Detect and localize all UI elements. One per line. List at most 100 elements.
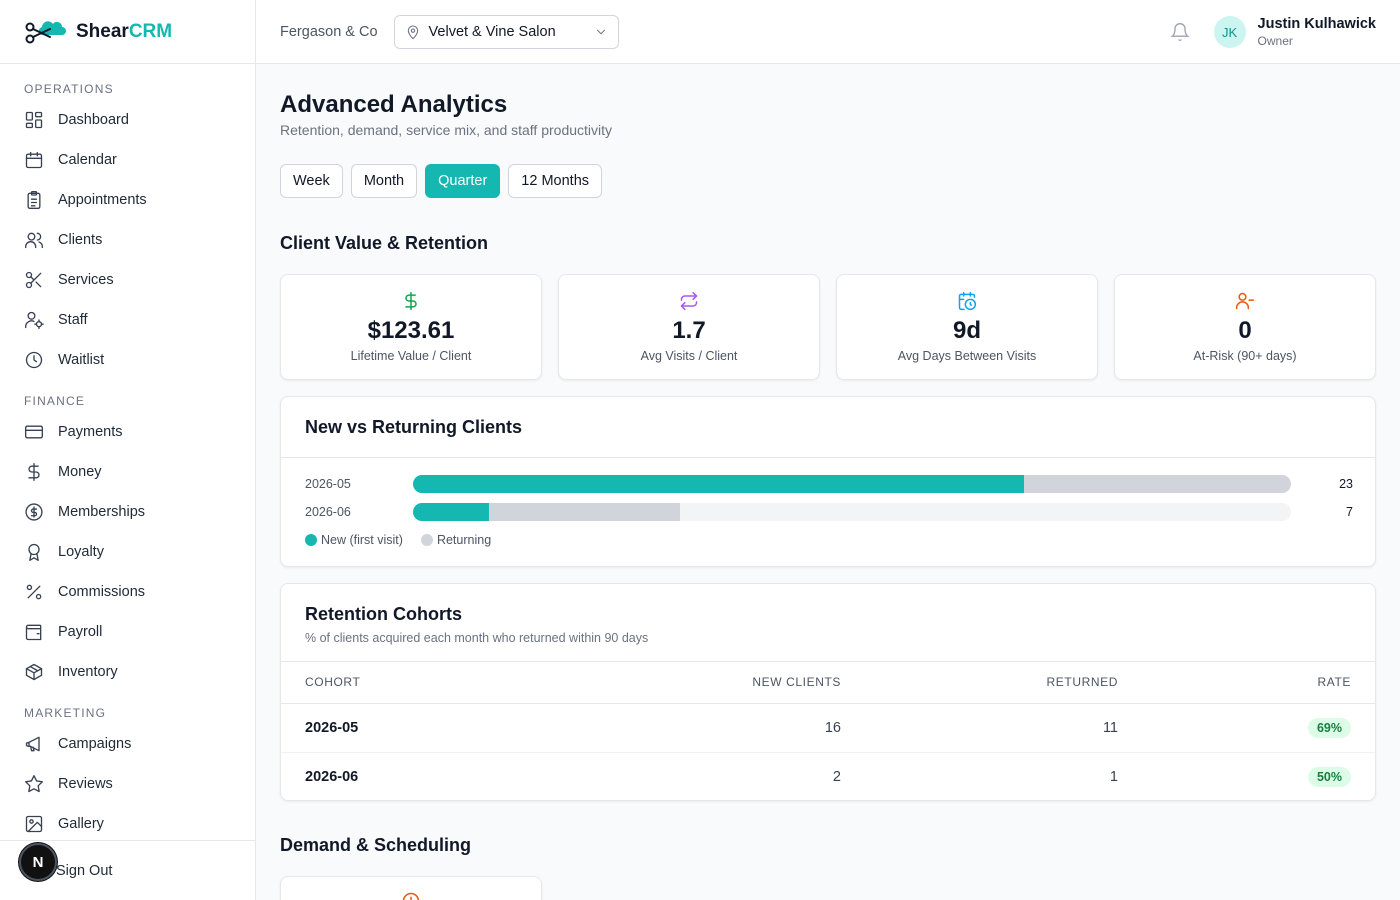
period-week-button[interactable]: Week (280, 164, 343, 198)
kpi-card: $123.61 Lifetime Value / Client (280, 274, 542, 380)
bar-track (413, 503, 1291, 521)
dev-tools-badge[interactable]: N (19, 843, 57, 881)
sidebar-item-money[interactable]: Money (0, 452, 255, 492)
column-header-returned[interactable]: RETURNED (841, 662, 1118, 704)
notifications-button[interactable] (1169, 22, 1190, 42)
period-month-button[interactable]: Month (350, 164, 418, 198)
package-icon (25, 663, 43, 681)
kpi-value: 1.7 (672, 317, 706, 344)
badge-dollar-icon (25, 503, 43, 521)
sidebar-item-campaigns[interactable]: Campaigns (0, 724, 255, 764)
bar-row: 2026-06 7 (305, 502, 1353, 522)
bar-total-count: 23 (1339, 477, 1353, 491)
sidebar-item-label: Reviews (58, 776, 113, 792)
bar-month-label: 2026-06 (305, 505, 351, 519)
bar-total-count: 7 (1346, 505, 1353, 519)
megaphone-icon (25, 736, 40, 752)
nav-section-title: OPERATIONS (24, 82, 114, 96)
calendar-icon (25, 151, 43, 169)
new-clients-cell: 16 (581, 703, 841, 753)
kpi-card: 9d Avg Days Between Visits (836, 274, 1098, 380)
user-info[interactable]: Justin Kulhawick Owner (1258, 16, 1376, 48)
bell-icon (1169, 23, 1190, 42)
column-header-rate[interactable]: RATE (1118, 662, 1375, 704)
sidebar-item-loyalty[interactable]: Loyalty (0, 532, 255, 572)
rate-badge: 69% (1307, 717, 1351, 738)
dollar-icon (28, 463, 40, 481)
page-title: Advanced Analytics (280, 91, 508, 118)
section-title-demand: Demand & Scheduling (280, 835, 472, 855)
clock-icon (402, 892, 420, 900)
sidebar-item-label: Inventory (58, 664, 118, 680)
sidebar-item-commissions[interactable]: Commissions (0, 572, 255, 612)
scissors-cloud-logo-icon (25, 20, 66, 43)
card-title: Retention Cohorts (305, 604, 462, 624)
sign-out-label: Sign Out (56, 862, 113, 879)
kpi-value: 0 (1238, 317, 1252, 344)
sidebar-item-clients[interactable]: Clients (0, 220, 255, 260)
kpi-label: Avg Visits / Client (640, 349, 738, 363)
sidebar-item-payroll[interactable]: Payroll (0, 612, 255, 652)
calendar-clock-icon (958, 291, 977, 311)
rate-cell: 69% (1118, 703, 1375, 753)
bar-track (413, 475, 1291, 493)
sidebar-item-waitlist[interactable]: Waitlist (0, 340, 255, 380)
sidebar-item-inventory[interactable]: Inventory (0, 652, 255, 692)
nav-section-title: MARKETING (24, 706, 107, 720)
sidebar-item-memberships[interactable]: Memberships (0, 492, 255, 532)
table-header-row: COHORT NEW CLIENTS RETURNED RATE (281, 662, 1375, 704)
dollar-icon (405, 291, 417, 311)
location-select[interactable]: Velvet & Vine Salon (393, 14, 619, 49)
card-subtitle: % of clients acquired each month who ret… (305, 631, 649, 645)
map-pin-icon (407, 25, 418, 39)
percent-icon (26, 584, 42, 600)
column-header-new-clients[interactable]: NEW CLIENTS (581, 662, 841, 704)
bar-segment-new (413, 475, 1024, 493)
sidebar-item-label: Commissions (58, 584, 146, 600)
bar-row: 2026-05 23 (305, 474, 1353, 494)
sidebar-item-services[interactable]: Services (0, 260, 255, 300)
user-name: Justin Kulhawick (1257, 16, 1376, 32)
new-clients-cell: 2 (832, 768, 841, 785)
sidebar-item-calendar[interactable]: Calendar (0, 140, 255, 180)
cohorts-table: COHORT NEW CLIENTS RETURNED RATE 2026-05… (281, 662, 1375, 800)
sidebar-item-dashboard[interactable]: Dashboard (0, 100, 255, 140)
bar-segment-returning (489, 503, 681, 521)
sidebar-item-label: Appointments (58, 192, 147, 208)
user-cog-icon (25, 311, 44, 329)
user-area: JK Justin Kulhawick Owner (1169, 0, 1376, 64)
sidebar-item-gallery[interactable]: Gallery (0, 804, 255, 844)
sidebar-item-reviews[interactable]: Reviews (0, 764, 255, 804)
sidebar-item-label: Payments (58, 424, 123, 440)
sidebar-item-label: Calendar (58, 152, 117, 168)
period-quarter-button[interactable]: Quarter (425, 164, 501, 198)
legend-item-returning: Returning (420, 533, 491, 547)
sidebar-item-label: Memberships (58, 504, 146, 520)
kpi-card: 1.7 Avg Visits / Client (558, 274, 820, 380)
star-icon (25, 775, 43, 793)
kpi-value: 9d (952, 317, 981, 344)
sidebar-item-label: Services (58, 272, 114, 288)
column-header-cohort[interactable]: COHORT (281, 662, 581, 704)
brand-logo[interactable]: ShearCRM (0, 0, 255, 64)
kpi-cards: $123.61 Lifetime Value / Client 1.7 Avg … (280, 274, 1376, 380)
nav-section-title: FINANCE (24, 394, 86, 408)
sidebar-item-appointments[interactable]: Appointments (0, 180, 255, 220)
chevron-down-icon (596, 29, 605, 34)
sidebar-item-staff[interactable]: Staff (0, 300, 255, 340)
dashboard-icon (25, 111, 43, 129)
table-row: 2026-06 2 1 50% (281, 752, 1375, 800)
avatar[interactable]: JK (1213, 16, 1246, 48)
sidebar-item-label: Staff (58, 312, 88, 328)
card-header: Retention Cohorts % of clients acquired … (281, 584, 1375, 662)
kpi-label: Avg Days Between Visits (897, 349, 1037, 363)
image-icon (25, 815, 43, 833)
rate-badge: 50% (1307, 766, 1351, 787)
sidebar: ShearCRM OPERATIONS Dashboard Calendar A… (0, 0, 256, 900)
period-12-months-button[interactable]: 12 Months (508, 164, 603, 198)
sidebar-item-payments[interactable]: Payments (0, 412, 255, 452)
repeat-icon (680, 291, 698, 311)
sidebar-item-label: Clients (58, 232, 103, 248)
user-role: Owner (1257, 34, 1293, 48)
rate-cell: 50% (1118, 752, 1375, 800)
